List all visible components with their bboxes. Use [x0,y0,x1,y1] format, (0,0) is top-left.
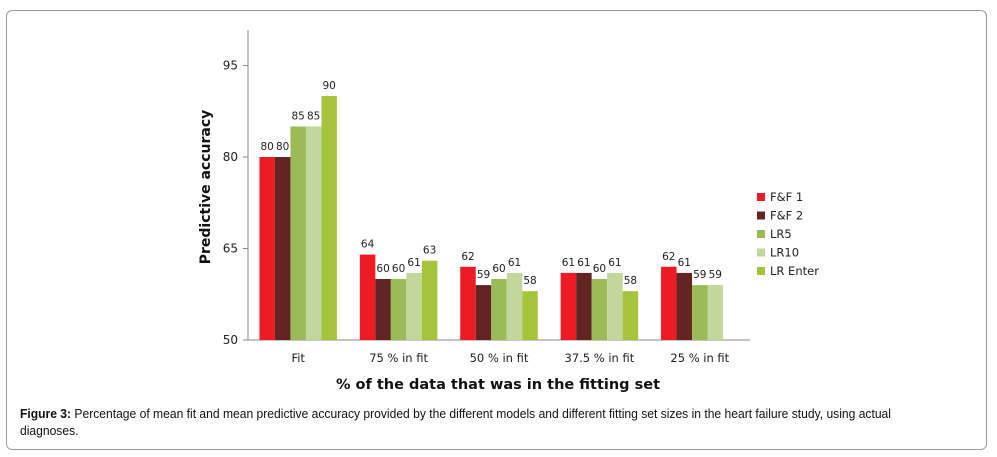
bar-f-f-1 [259,157,275,340]
value-label: 60 [392,263,405,275]
bar-lr5 [290,126,306,340]
value-label: 80 [261,141,274,153]
value-label: 61 [407,257,420,269]
value-label: 59 [693,269,706,281]
legend-swatch [757,248,765,257]
legend-label: LR10 [770,246,799,260]
value-label: 62 [662,251,675,263]
value-label: 63 [423,245,436,257]
bars [259,96,724,340]
value-label: 90 [323,80,336,92]
bar-lr10 [406,272,422,340]
figure-frame [6,10,987,450]
bar-f-f-1 [359,254,376,340]
category-label: 37.5 % in fit [565,351,635,365]
bar-f-f-1 [661,266,677,340]
value-label: 58 [624,275,637,287]
bar-lr10 [506,272,523,340]
bar-lr5 [591,279,608,340]
caption-label: Figure 3: [20,406,72,421]
legend-label: F&F 1 [770,190,803,204]
y-tick-label: 65 [223,242,238,256]
bar-lr-enter [622,291,639,340]
value-label: 60 [492,263,505,275]
y-tick-label: 50 [223,333,238,347]
bar-lr10 [305,126,322,340]
legend-swatch [757,230,765,238]
legend-label: LR Enter [770,264,819,278]
bar-f-f-1 [460,266,476,340]
category-labels: Fit 75 % in fit 50 % in fit 37.5 % in fit 25… [291,351,729,365]
bar-lr-enter [522,291,538,340]
value-label: 61 [608,257,621,269]
category-label: Fit [291,351,305,365]
caption-text: Percentage of mean fit and mean predicti… [20,406,891,438]
bar-lr-enter [321,96,337,340]
bar-f-f-2 [475,285,492,340]
value-label: 59 [477,269,490,281]
value-label: 58 [523,275,536,287]
value-label: 85 [307,111,320,123]
value-label: 64 [361,239,375,251]
bar-f-f-2 [676,272,693,340]
value-label: 61 [508,257,521,269]
bar-lr10 [607,272,623,340]
y-tick-label: 80 [223,150,238,164]
value-label: 85 [292,111,305,123]
bar-lr10 [707,285,724,340]
figure-caption: Figure 3: Percentage of mean fit and mea… [20,405,913,439]
bar-f-f-2 [375,279,391,340]
bar-f-f-2 [576,272,592,340]
y-tick-label: 95 [223,59,238,73]
category-label: 75 % in fit [369,351,428,365]
bar-f-f-2 [274,157,291,340]
y-tick-labels: 50 65 80 95 [223,59,238,348]
bar-lr5 [692,285,708,340]
bar-lr5 [491,279,507,340]
legend-label: LR5 [770,227,792,241]
value-label: 61 [577,257,590,269]
category-label: 50 % in fit [470,351,529,365]
legend-label: F&F 2 [770,209,803,223]
bar-f-f-1 [560,272,577,340]
value-label: 61 [678,257,691,269]
value-label: 61 [562,257,575,269]
bar-lr-enter [421,260,438,340]
category-label: 25 % in fit [670,351,729,365]
x-axis-title: % of the data that was in the fitting se… [336,377,660,393]
legend-swatch [757,193,765,201]
value-label: 80 [276,141,289,153]
value-label: 60 [376,263,389,275]
value-label: 60 [593,263,606,275]
legend-swatch [757,211,765,220]
value-label: 62 [461,251,474,263]
y-axis-title: Predictive accuracy [198,110,214,265]
value-label: 59 [709,269,722,281]
bar-lr5 [390,279,407,340]
legend: F&F 1 F&F 2 LR5 LR10 LR Enter [757,190,819,278]
legend-swatch [757,267,765,275]
